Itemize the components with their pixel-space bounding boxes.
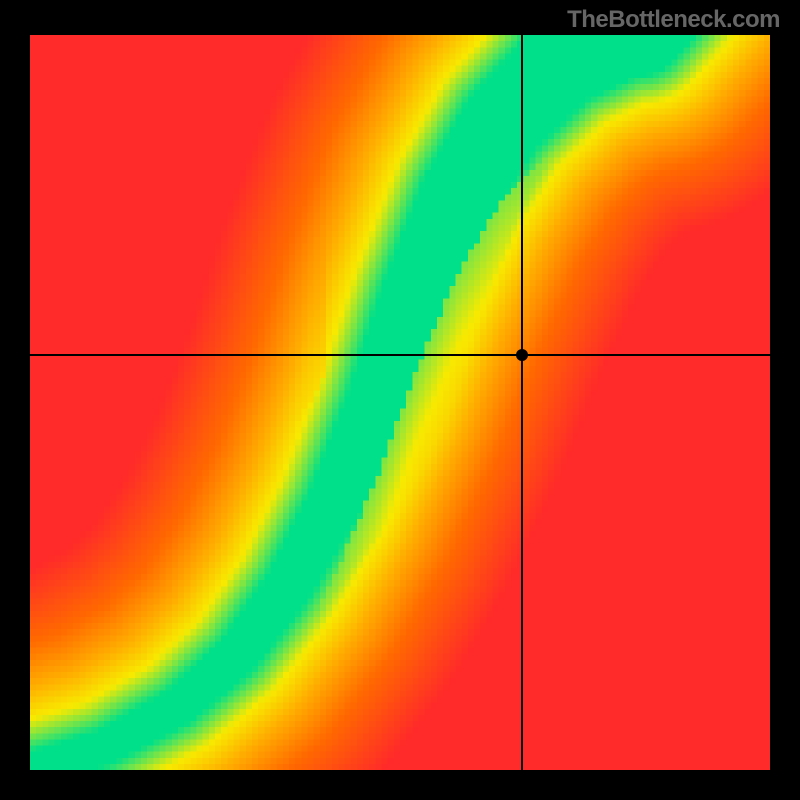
crosshair-vertical	[521, 35, 523, 770]
watermark-text: TheBottleneck.com	[567, 6, 780, 34]
crosshair-horizontal	[30, 354, 770, 356]
marker-dot	[516, 349, 528, 361]
heatmap-plot-area	[30, 35, 770, 770]
heatmap-canvas	[30, 35, 770, 770]
